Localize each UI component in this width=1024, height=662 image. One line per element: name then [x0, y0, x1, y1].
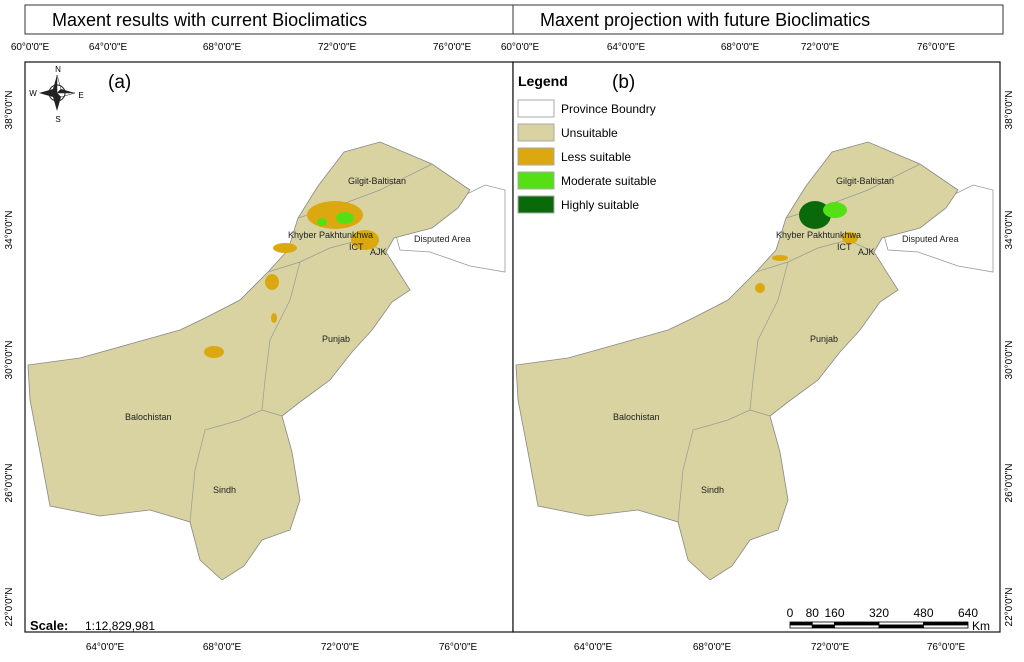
- compass-letter: W: [29, 89, 37, 98]
- suitability-a: [204, 201, 379, 358]
- region-label: Khyber Pakhtunkhwa: [776, 230, 861, 240]
- region-label: Disputed Area: [414, 234, 471, 244]
- region-label: Disputed Area: [902, 234, 959, 244]
- region-label: AJK: [370, 247, 387, 257]
- region-label: Punjab: [322, 334, 350, 344]
- region-label: Balochistan: [125, 412, 172, 422]
- scalebar-segment: [834, 624, 880, 629]
- lat-label: 30°0'0"N: [1004, 341, 1015, 380]
- legend-swatch: [517, 99, 555, 118]
- bottom-lon-label: 64°0'0"E: [574, 642, 613, 653]
- lat-label: 22°0'0"N: [1004, 588, 1015, 627]
- title-bar: [24, 4, 1004, 35]
- legend-label: Highly suitable: [561, 198, 639, 212]
- lat-label: 38°0'0"N: [1004, 91, 1015, 130]
- scalebar-label: 480: [913, 606, 933, 620]
- scalebar-segment: [834, 621, 880, 626]
- bottom-lon-label: 72°0'0"E: [811, 642, 850, 653]
- legend-swatch: [517, 171, 555, 190]
- bottom-lon-label: 64°0'0"E: [86, 642, 125, 653]
- scalebar-segment: [811, 621, 835, 626]
- scalebar-segment: [811, 624, 835, 629]
- region-label: ICT: [837, 242, 852, 252]
- compass-letter: S: [55, 115, 60, 124]
- compass-letter: N: [55, 65, 61, 74]
- panel-label: (a): [108, 72, 131, 93]
- legend-label: Less suitable: [561, 150, 631, 164]
- lat-label: 22°0'0"N: [4, 588, 15, 627]
- legend-swatch: [517, 123, 555, 142]
- region-label: Khyber Pakhtunkhwa: [288, 230, 373, 240]
- lat-label: 34°0'0"N: [1004, 211, 1015, 250]
- legend-label: Moderate suitable: [561, 174, 657, 188]
- top-lon-label: 72°0'0"E: [318, 42, 357, 53]
- lat-label: 26°0'0"N: [4, 464, 15, 503]
- compass-letter: E: [78, 91, 83, 100]
- compass: [39, 74, 76, 111]
- lat-label: 26°0'0"N: [1004, 464, 1015, 503]
- region-label: Gilgit-Baltistan: [836, 176, 894, 186]
- legend-swatch: [517, 147, 555, 166]
- scalebar-label: 80: [806, 606, 820, 620]
- region-label: Punjab: [810, 334, 838, 344]
- scale-ratio: 1:12,829,981: [85, 619, 155, 633]
- region-label: Sindh: [213, 485, 236, 495]
- top-lon-label: 60°0'0"E: [11, 42, 50, 53]
- lat-label: 38°0'0"N: [4, 91, 15, 130]
- scalebar-segment: [923, 621, 969, 626]
- scalebar-label: 160: [824, 606, 844, 620]
- top-lon-label: 68°0'0"E: [721, 42, 760, 53]
- suitability-b: [755, 201, 858, 293]
- region-label: Gilgit-Baltistan: [348, 176, 406, 186]
- top-lon-label: 64°0'0"E: [89, 42, 128, 53]
- bottom-lon-label: 76°0'0"E: [927, 642, 966, 653]
- legend-title: Legend: [518, 73, 568, 89]
- top-lon-label: 76°0'0"E: [917, 42, 956, 53]
- panel-title: Maxent results with current Bioclimatics: [52, 10, 367, 30]
- bottom-lon-label: 68°0'0"E: [203, 642, 242, 653]
- scalebar-label: 0: [787, 606, 794, 620]
- top-lon-label: 64°0'0"E: [607, 42, 646, 53]
- scalebar-label: 640: [958, 606, 978, 620]
- scalebar-unit: Km: [972, 619, 990, 633]
- scalebar-segment: [789, 621, 813, 626]
- top-lon-label: 76°0'0"E: [433, 42, 472, 53]
- region-label: AJK: [858, 247, 875, 257]
- lat-label: 34°0'0"N: [4, 211, 15, 250]
- scalebar-label: 320: [869, 606, 889, 620]
- bottom-lon-label: 72°0'0"E: [321, 642, 360, 653]
- legend-label: Province Boundry: [561, 102, 656, 116]
- top-lon-label: 68°0'0"E: [203, 42, 242, 53]
- scalebar-segment: [789, 624, 813, 629]
- scalebar-segment: [878, 621, 924, 626]
- top-lon-label: 60°0'0"E: [501, 42, 540, 53]
- scalebar-segment: [878, 624, 924, 629]
- lat-label: 30°0'0"N: [4, 341, 15, 380]
- scale-label: Scale:: [30, 618, 68, 633]
- region-label: Balochistan: [613, 412, 660, 422]
- region-label: Sindh: [701, 485, 724, 495]
- scalebar-segment: [923, 624, 969, 629]
- bottom-lon-label: 76°0'0"E: [439, 642, 478, 653]
- panel-label: (b): [612, 72, 635, 93]
- region-label: ICT: [349, 242, 364, 252]
- legend-swatch: [517, 195, 555, 214]
- panel-title: Maxent projection with future Bioclimati…: [540, 10, 870, 30]
- top-lon-label: 72°0'0"E: [801, 42, 840, 53]
- bottom-lon-label: 68°0'0"E: [693, 642, 732, 653]
- legend-label: Unsuitable: [561, 126, 618, 140]
